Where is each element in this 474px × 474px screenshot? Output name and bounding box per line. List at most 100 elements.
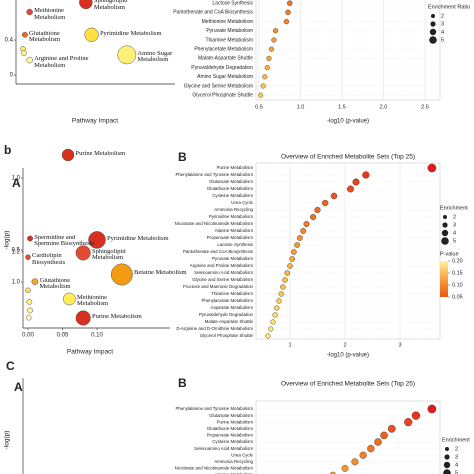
dot: [359, 451, 367, 459]
category-label: Alanine Metabolism: [215, 472, 254, 474]
point: [88, 231, 106, 249]
dot: [374, 438, 382, 446]
legend-swatch: [429, 36, 437, 44]
legend-swatch: [430, 21, 436, 27]
dot: [286, 0, 293, 6]
legend-label: 2: [441, 13, 444, 19]
point-label-box: Pyrimidine Metabolism: [100, 31, 162, 37]
panel-label: B: [178, 376, 187, 390]
category-label: Pyruvaldehyde Degradation: [199, 312, 254, 317]
legend-title: Enrichment Ratio: [428, 4, 470, 10]
point-label: Glutathione Metabolism: [29, 30, 61, 44]
dot: [303, 221, 310, 227]
category-label: Glycerol Phosphate Shuttle: [192, 93, 253, 99]
legend-label: 2: [453, 214, 456, 220]
category-label: Cysteine Metabolism: [212, 439, 253, 444]
colorbar-label: 0.05: [452, 294, 463, 300]
plot-frame: [255, 0, 441, 101]
category-label: Pyrimidine Metabolism: [209, 214, 254, 219]
legend-label: 3: [453, 222, 456, 228]
dot: [282, 277, 288, 283]
point: [75, 310, 91, 326]
point: [117, 45, 137, 65]
legend-label: 4: [455, 462, 458, 468]
point-label: Amino Sugar Metabolism: [137, 50, 173, 64]
point-label-box: Betaine Metabolism: [134, 270, 187, 276]
category-label: Urea Cycle: [231, 452, 253, 457]
dot: [268, 46, 275, 52]
legend-label: 5: [453, 238, 456, 244]
point-label-box: Amino Sugar Metabolism: [137, 50, 173, 64]
point-label: Purine Metabolism: [75, 150, 126, 157]
plot-frame: [255, 162, 441, 340]
category-label: Pantothenate and CoA Biosynthesis: [173, 10, 253, 16]
point: [26, 298, 33, 305]
category-label: Purine Metabolism: [217, 165, 254, 170]
point: [75, 245, 91, 261]
dot: [284, 270, 291, 276]
x-tick-label: 2.0: [380, 104, 388, 110]
point: [21, 31, 28, 38]
category-label: Alanine Metabolism: [215, 228, 254, 233]
dot: [387, 424, 396, 433]
dot: [265, 333, 271, 339]
legend-swatch: [442, 222, 448, 228]
category-label: Nicotinate and Nicotinamide Metabolism: [175, 221, 254, 226]
dot: [404, 418, 413, 427]
dot: [270, 319, 276, 325]
category-label: Glutathione Metabolism: [207, 186, 253, 191]
point: [25, 254, 31, 260]
category-label: Ammonia Recycling: [214, 459, 253, 464]
colorbar-label: 0.20: [452, 258, 463, 264]
dot: [264, 65, 270, 71]
y-tick-label: 1.2: [12, 250, 21, 256]
legend-label: 3: [441, 21, 444, 27]
point-label: Methionine Metabolism: [77, 294, 109, 308]
legend-label: 4: [453, 230, 456, 236]
dot: [278, 291, 284, 297]
category-label: Selenoamino Acid Metabolism: [194, 446, 253, 451]
category-label: Lactose Synthesis: [212, 1, 253, 7]
category-label: Glutamate Metabolism: [209, 413, 253, 418]
legend-swatch: [444, 454, 450, 460]
point: [21, 50, 27, 56]
point-label: Methionine Metabolism: [34, 8, 66, 21]
point-label-box: Spermidine and Spermine Biosynthesis: [34, 235, 94, 247]
dot: [347, 185, 354, 193]
dot: [352, 178, 360, 186]
category-label: Malate-Aspartate Shuttle: [205, 319, 254, 324]
dot: [266, 55, 272, 61]
dot: [362, 171, 370, 179]
category-label: Phenylacetate Metabolism: [194, 47, 253, 53]
dot: [314, 206, 321, 214]
x-tick-label: 0.05: [57, 333, 69, 339]
y-tick-label: 1.0: [12, 280, 21, 286]
category-label: Propanoate Metabolism: [207, 235, 254, 240]
dot: [287, 263, 293, 269]
dot: [380, 431, 388, 440]
legend-label: 3: [455, 454, 458, 460]
x-tick-label: 0.00: [22, 333, 34, 339]
dot: [330, 192, 338, 200]
category-label: Purine Metabolism: [217, 419, 254, 424]
point-label-box: Arginine and Proline Metabolism: [34, 56, 88, 68]
legend-swatch: [443, 469, 451, 474]
category-label: Nicotinate and Nicotinamide Metabolism: [175, 466, 254, 471]
row-label: C: [6, 359, 15, 373]
point-label-box: Purine Metabolism: [92, 314, 142, 320]
point-label: Sphingolipid Metabolism: [93, 0, 128, 11]
point: [31, 278, 39, 286]
category-label: Glycerol Phosphate Shuttle: [200, 333, 254, 338]
category-label: Aspartate Metabolism: [211, 305, 254, 310]
panel-label: A: [12, 176, 21, 190]
x-axis-title: Pathway Impact: [72, 118, 118, 125]
point: [25, 314, 32, 321]
dot: [351, 458, 359, 466]
legend-label: 5: [455, 470, 458, 474]
legend-swatch: [441, 237, 449, 245]
dot: [329, 471, 337, 474]
category-label: Pyruvaldehyde Degradation: [191, 65, 253, 71]
dot: [276, 298, 282, 304]
dot: [272, 312, 278, 318]
